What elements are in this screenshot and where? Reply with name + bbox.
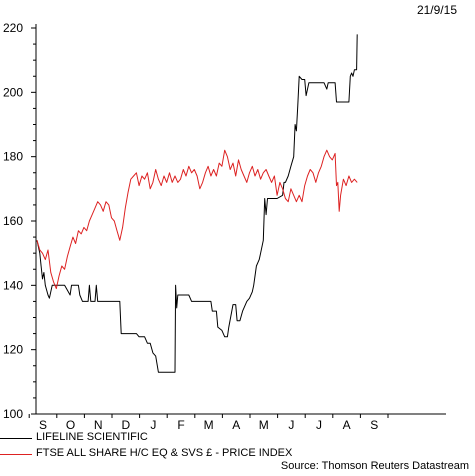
y-tick-label: 180 xyxy=(3,150,23,164)
x-tick-label: F xyxy=(177,418,184,432)
x-tick-label: M xyxy=(204,418,214,432)
x-tick-label: S xyxy=(370,418,378,432)
x-tick-label: J xyxy=(288,418,294,432)
chart-legend: LIFELINE SCIENTIFIC FTSE ALL SHARE H/C E… xyxy=(0,430,475,462)
x-tick-label: S xyxy=(39,418,47,432)
x-tick-label: M xyxy=(259,418,269,432)
y-tick-label: 100 xyxy=(3,407,23,421)
y-axis: 100 120 140 160 180 200 220 xyxy=(3,21,36,421)
y-tick-label: 160 xyxy=(3,214,23,228)
source-note: Source: Thomson Reuters Datastream xyxy=(280,460,469,472)
y-tick-label: 140 xyxy=(3,278,23,292)
y-tick-label: 220 xyxy=(3,21,23,35)
x-tick-label: A xyxy=(343,418,351,432)
legend-item-ftse: FTSE ALL SHARE H/C EQ & SVS £ - PRICE IN… xyxy=(0,446,475,462)
x-tick-label: N xyxy=(94,418,103,432)
x-tick-label: A xyxy=(232,418,240,432)
legend-item-lifeline: LIFELINE SCIENTIFIC xyxy=(0,430,475,446)
chart-date: 21/9/15 xyxy=(416,3,457,17)
y-tick-label: 200 xyxy=(3,85,23,99)
y-tick-label: 120 xyxy=(3,343,23,357)
legend-label-lifeline: LIFELINE SCIENTIFIC xyxy=(36,431,148,443)
x-tick-label: J xyxy=(316,418,322,432)
legend-label-ftse: FTSE ALL SHARE H/C EQ & SVS £ - PRICE IN… xyxy=(36,447,293,459)
x-tick-label: D xyxy=(121,418,130,432)
legend-swatch-lifeline xyxy=(0,438,32,439)
x-tick-label: J xyxy=(150,418,156,432)
chart-axes xyxy=(35,24,446,415)
legend-swatch-ftse xyxy=(0,454,32,455)
series-line-ftse xyxy=(36,149,358,290)
series-line-lifeline xyxy=(36,34,358,373)
x-tick-label: O xyxy=(66,418,75,432)
series-lines xyxy=(36,34,358,373)
